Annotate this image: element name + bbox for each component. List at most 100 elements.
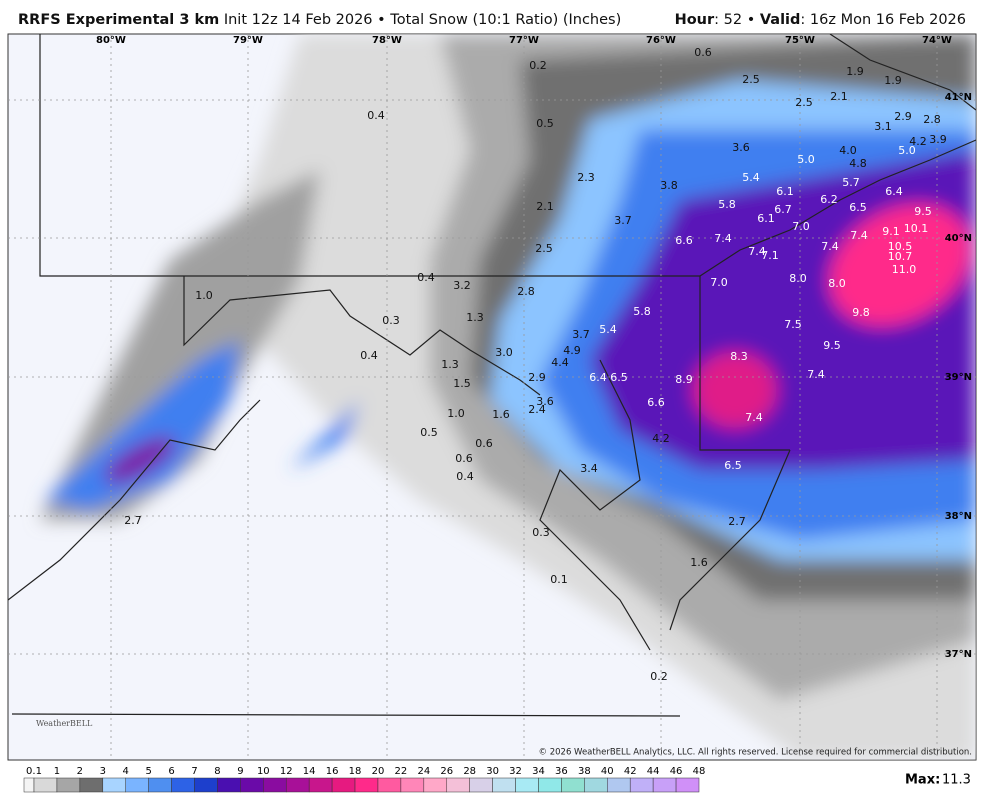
colorbar-swatch <box>240 777 264 793</box>
colorbar-label: 22 <box>395 766 408 777</box>
header-right: Hour: 52 • Valid: 16z Mon 16 Feb 2026 <box>675 12 966 28</box>
colorbar-swatch <box>102 777 126 793</box>
snow-value: 5.0 <box>797 153 815 166</box>
colorbar-label: 9 <box>237 766 243 777</box>
snow-value: 0.6 <box>455 452 473 465</box>
snow-value: 4.2 <box>909 135 927 148</box>
snow-value: 3.6 <box>732 141 750 154</box>
snow-value: 7.5 <box>784 318 802 331</box>
colorbar-label: 46 <box>670 766 683 777</box>
colorbar-label: 44 <box>647 766 660 777</box>
snow-value: 1.6 <box>492 408 510 421</box>
colorbar-label: 10 <box>257 766 270 777</box>
max-label: Max: <box>905 773 940 788</box>
colorbar-swatch <box>492 777 516 793</box>
colorbar-swatch <box>400 777 425 793</box>
colorbar-swatch <box>561 777 585 793</box>
colorbar-swatch <box>33 777 58 793</box>
longitude-label: 80°W <box>96 35 126 46</box>
valid-label: Valid <box>759 12 801 28</box>
snow-value: 2.1 <box>830 90 848 103</box>
snow-value: 7.4 <box>714 232 732 245</box>
colorbar-label: 18 <box>349 766 362 777</box>
snow-value: 10.7 <box>888 250 913 263</box>
colorbar-swatch <box>125 777 149 793</box>
snow-value: 8.0 <box>828 277 846 290</box>
snow-value: 9.1 <box>882 225 900 238</box>
colorbar-swatch <box>607 777 631 793</box>
latitude-label: 38°N <box>945 511 972 522</box>
latitude-label: 41°N <box>945 92 972 103</box>
snow-value: 4.9 <box>563 344 581 357</box>
longitude-label: 77°W <box>509 35 539 46</box>
snow-value: 6.5 <box>849 201 867 214</box>
colorbar-swatch <box>56 777 81 793</box>
colorbar-swatch <box>148 777 172 793</box>
colorbar-label: 4 <box>123 766 129 777</box>
snow-value: 0.4 <box>417 271 435 284</box>
snow-value: 0.5 <box>536 117 554 130</box>
colorbar-swatch <box>469 777 493 793</box>
colorbar-swatch <box>354 777 379 793</box>
snow-value: 0.3 <box>532 526 550 539</box>
snow-value: 3.1 <box>874 120 892 133</box>
snow-value: 1.0 <box>447 407 465 420</box>
snow-value: 7.4 <box>850 229 868 242</box>
colorbar-label: 14 <box>303 766 316 777</box>
snow-value: 5.4 <box>599 323 617 336</box>
colorbar-label: 30 <box>486 766 499 777</box>
snow-value: 1.6 <box>690 556 708 569</box>
snow-value: 7.4 <box>821 240 839 253</box>
latitude-label: 37°N <box>945 649 972 660</box>
snow-value: 8.0 <box>789 272 807 285</box>
snow-value: 2.5 <box>535 242 553 255</box>
snow-value: 1.9 <box>846 65 864 78</box>
snow-value: 2.5 <box>742 73 760 86</box>
snow-value: 9.5 <box>823 339 841 352</box>
snow-value: 2.7 <box>728 515 746 528</box>
colorbar-swatch <box>675 777 700 793</box>
snow-value: 7.1 <box>761 249 779 262</box>
colorbar-label: 24 <box>417 766 430 777</box>
longitude-label: 75°W <box>785 35 815 46</box>
snow-value: 2.7 <box>124 514 142 527</box>
model-name: RRFS Experimental 3 km <box>18 12 220 28</box>
colorbar-label: 20 <box>372 766 385 777</box>
snow-value: 0.2 <box>650 670 668 683</box>
snow-value: 3.8 <box>660 179 678 192</box>
colorbar-swatch <box>538 777 562 793</box>
colorbar-label: 7 <box>191 766 197 777</box>
colorbar-swatch <box>584 777 608 793</box>
snow-value: 3.2 <box>453 279 471 292</box>
snow-value: 0.1 <box>550 573 568 586</box>
colorbar-label: 48 <box>693 766 706 777</box>
colorbar-swatch <box>377 777 402 793</box>
max-value: 11.3 <box>942 773 971 788</box>
snow-value: 10.5 <box>888 240 913 253</box>
snow-value: 3.9 <box>929 133 947 146</box>
description: Init 12z 14 Feb 2026 • Total Snow (10:1 … <box>223 12 622 28</box>
snow-value: 2.1 <box>536 200 554 213</box>
valid: : 16z Mon 16 Feb 2026 <box>800 12 966 28</box>
snow-value: 6.1 <box>757 212 775 225</box>
colorbar-label: 40 <box>601 766 614 777</box>
snow-value: 10.1 <box>904 222 929 235</box>
hour: : 52 • <box>714 12 756 28</box>
snow-value: 11.0 <box>892 263 917 276</box>
colorbar-swatch <box>171 777 195 793</box>
colorbar-label: 6 <box>168 766 174 777</box>
snow-value: 6.5 <box>724 459 742 472</box>
colorbar-swatch <box>217 777 241 793</box>
snow-value: 7.4 <box>807 368 825 381</box>
copyright: © 2026 WeatherBELL Analytics, LLC. All r… <box>539 748 972 758</box>
snow-value: 8.9 <box>675 373 693 386</box>
snow-value: 3.4 <box>580 462 598 475</box>
snow-value: 6.2 <box>820 193 838 206</box>
snow-value: 6.4 <box>589 371 607 384</box>
snow-value: 4.4 <box>551 356 569 369</box>
longitude-label: 79°W <box>233 35 263 46</box>
snow-value: 1.3 <box>441 358 459 371</box>
hour-label: Hour <box>674 12 715 28</box>
colorbar-label: 26 <box>440 766 453 777</box>
